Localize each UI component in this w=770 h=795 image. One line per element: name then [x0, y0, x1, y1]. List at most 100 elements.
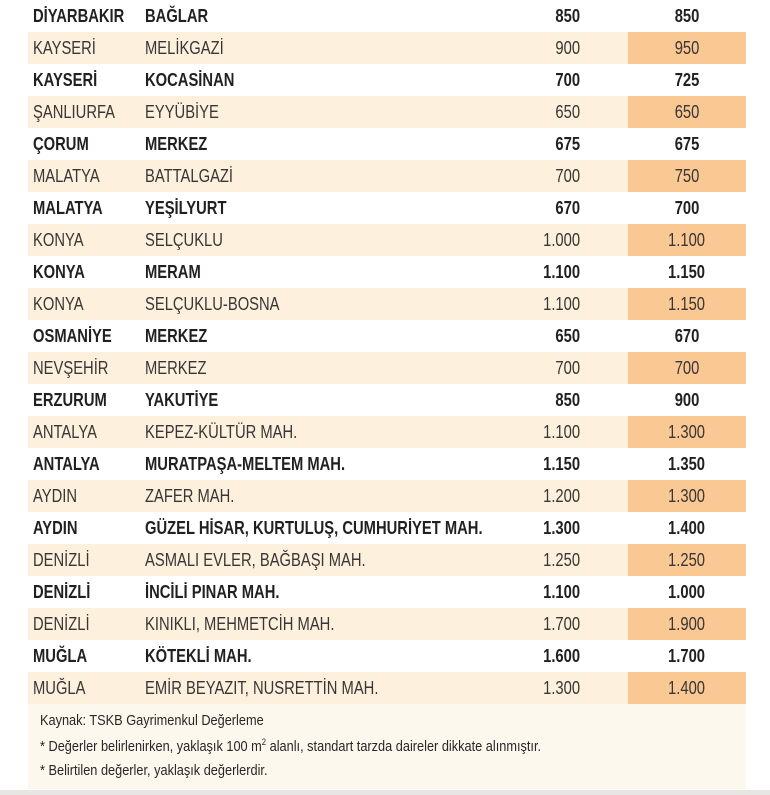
value-1-cell: 650 [550, 96, 580, 128]
value-2-cell: 725 [628, 64, 746, 96]
value-1-cell-text: 650 [555, 326, 580, 346]
district-cell: KINIKLI, MEHMETCİH MAH. [145, 608, 376, 640]
district-cell: YAKUTİYE [145, 384, 234, 416]
district-cell-text: KEPEZ-KÜLTÜR MAH. [145, 422, 298, 442]
value-1-cell-text: 675 [555, 134, 580, 154]
district-cell: İNCİLİ PINAR MAH. [145, 576, 309, 608]
district-cell: KEPEZ-KÜLTÜR MAH. [145, 416, 331, 448]
value-1-cell: 1.300 [535, 512, 580, 544]
district-cell: MERKEZ [145, 128, 221, 160]
value-2-cell: 1.400 [628, 512, 746, 544]
value-1-cell: 1.200 [535, 480, 580, 512]
table-row: DİYARBAKIR BAĞLAR 850 850 [28, 0, 746, 32]
value-2-cell-text: 950 [674, 38, 700, 58]
value-2-cell-text: 850 [674, 6, 700, 26]
table-row: KONYA SELÇUKLU 1.000 1.100 [28, 224, 746, 256]
value-1-cell: 850 [550, 0, 580, 32]
table-row: ERZURUM YAKUTİYE 850 900 [28, 384, 746, 416]
district-cell-text: BATTALGAZİ [145, 166, 234, 186]
city-cell: MALATYA [33, 192, 118, 224]
district-cell: BAĞLAR [145, 0, 222, 32]
city-cell: ERZURUM [33, 384, 123, 416]
table-row: AYDIN GÜZEL HİSAR, KURTULUŞ, CUMHURİYET M… [28, 512, 746, 544]
city-cell-text: ANTALYA [33, 454, 100, 474]
city-cell: DENİZLİ [33, 576, 103, 608]
value-1-cell-text: 1.300 [543, 518, 580, 538]
footer-notes: Kaynak: TSKB Gayrimenkul Değerleme * Değ… [28, 704, 746, 789]
table-row: ANTALYA KEPEZ-KÜLTÜR MAH. 1.100 1.300 [28, 416, 746, 448]
value-1-cell: 1.300 [535, 672, 580, 704]
district-cell-text: KÖTEKLİ MAH. [145, 646, 252, 666]
district-cell: EYYÜBİYE [145, 96, 235, 128]
value-1-cell: 1.600 [535, 640, 580, 672]
value-1-cell: 650 [550, 320, 580, 352]
value-2-cell: 1.700 [628, 640, 746, 672]
city-cell-text: KAYSERİ [33, 70, 98, 90]
city-cell: ANTALYA [33, 448, 114, 480]
value-2-cell: 950 [628, 32, 746, 64]
value-1-cell-text: 700 [555, 166, 580, 186]
value-2-cell: 850 [628, 0, 746, 32]
city-cell-text: MALATYA [33, 166, 100, 186]
value-2-cell-text: 700 [674, 198, 700, 218]
city-cell: KONYA [33, 256, 96, 288]
value-1-cell: 700 [550, 64, 580, 96]
district-cell-text: KOCASİNAN [145, 70, 235, 90]
district-cell-text: MURATPAŞA-MELTEM MAH. [145, 454, 346, 474]
city-cell: KAYSERİ [33, 64, 111, 96]
city-cell: MALATYA [33, 160, 114, 192]
table-row: DENİZLİ ASMALI EVLER, BAĞBAŞI MAH. 1.250 1.… [28, 544, 746, 576]
district-cell: MELİKGAZİ [145, 32, 241, 64]
value-2-cell: 700 [628, 192, 746, 224]
city-cell: AYDIN [33, 512, 87, 544]
city-cell-text: DİYARBAKIR [33, 6, 125, 26]
table-row: MALATYA BATTALGAZİ 700 750 [28, 160, 746, 192]
table-row: OSMANİYE MERKEZ 650 670 [28, 320, 746, 352]
district-cell-text: SELÇUKLU [145, 230, 223, 250]
table-row: ANTALYA MURATPAŞA-MELTEM MAH. 1.150 1.350 [28, 448, 746, 480]
value-2-cell: 1.150 [628, 256, 746, 288]
value-2-cell-text: 650 [674, 102, 700, 122]
city-cell: MUĞLA [33, 640, 99, 672]
value-2-cell-text: 1.250 [668, 550, 706, 570]
value-1-cell: 1.250 [535, 544, 580, 576]
city-cell: AYDIN [33, 480, 87, 512]
city-cell-text: KAYSERİ [33, 38, 96, 58]
value-2-cell-text: 1.150 [668, 294, 706, 314]
value-2-cell-text: 900 [674, 390, 700, 410]
city-cell-text: ANTALYA [33, 422, 97, 442]
city-cell-text: KONYA [33, 262, 85, 282]
value-2-cell-text: 675 [674, 134, 700, 154]
value-1-cell-text: 1.000 [543, 230, 580, 250]
city-cell: MUĞLA [33, 672, 97, 704]
value-1-cell-text: 1.300 [543, 678, 580, 698]
value-1-cell: 900 [550, 32, 580, 64]
approx-note: * Belirtilen değerler, yaklaşık değerler… [40, 762, 268, 779]
city-cell-text: MALATYA [33, 198, 103, 218]
district-cell-text: ZAFER MAH. [145, 486, 235, 506]
value-2-cell: 1.300 [628, 416, 746, 448]
table-row: ŞANLIURFA EYYÜBİYE 650 650 [28, 96, 746, 128]
value-2-cell: 900 [628, 384, 746, 416]
city-cell-text: MUĞLA [33, 646, 88, 666]
value-2-cell-text: 1.400 [668, 678, 706, 698]
city-cell: DENİZLİ [33, 608, 102, 640]
value-1-cell: 1.100 [535, 416, 580, 448]
city-cell-text: ÇORUM [33, 134, 89, 154]
value-2-cell: 1.400 [628, 672, 746, 704]
value-2-cell-text: 670 [674, 326, 700, 346]
district-cell: SELÇUKLU-BOSNA [145, 288, 309, 320]
superscript: 2 [261, 737, 267, 747]
value-2-cell: 1.000 [628, 576, 746, 608]
value-1-cell-text: 700 [555, 70, 580, 90]
city-cell-text: AYDIN [33, 486, 78, 506]
value-2-cell: 1.100 [628, 224, 746, 256]
value-2-cell-text: 1.300 [668, 422, 706, 442]
value-2-cell: 700 [628, 352, 746, 384]
district-cell-text: GÜZEL HİSAR, KURTULUŞ, CUMHURİYET MAH. [145, 518, 483, 538]
district-cell: ASMALI EVLER, BAĞBAŞI MAH. [145, 544, 414, 576]
city-cell-text: DENİZLİ [33, 550, 90, 570]
value-2-cell: 1.250 [628, 544, 746, 576]
district-cell-text: SELÇUKLU-BOSNA [145, 294, 280, 314]
city-cell: DENİZLİ [33, 544, 102, 576]
